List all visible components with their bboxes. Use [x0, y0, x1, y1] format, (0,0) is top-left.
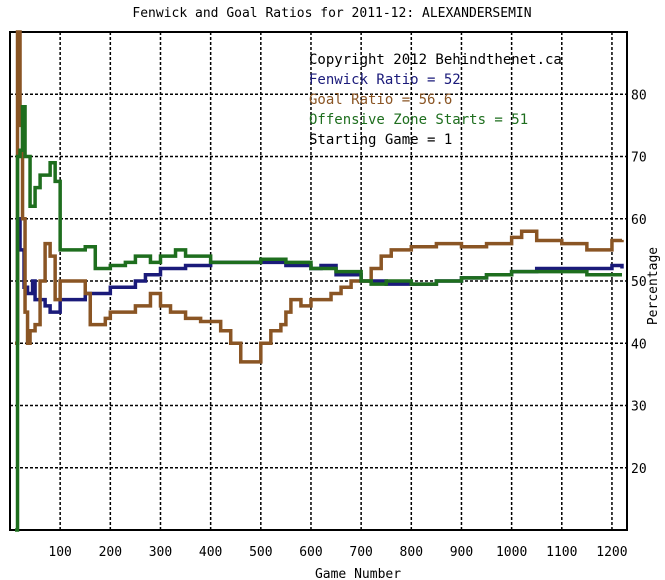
legend-entry: Copyright 2012 Behindthenet.ca — [309, 52, 562, 68]
legend-entry: Offensive Zone Starts = 51 — [309, 112, 528, 128]
legend: Copyright 2012 Behindthenet.ca Fenwick Ra… — [309, 52, 562, 148]
x-tick-label: 1100 — [546, 545, 577, 560]
x-tick-label: 100 — [48, 545, 71, 560]
x-tick-label: 300 — [149, 545, 172, 560]
x-tick-label: 700 — [349, 545, 372, 560]
x-tick-label: 200 — [99, 545, 122, 560]
x-axis-label: Game Number — [315, 567, 401, 580]
plot-frame — [9, 31, 628, 531]
x-axis-ticks: 100 200 300 400 500 600 700 800 900 1000 1100 1200 — [48, 545, 627, 560]
y-tick-label: 60 — [631, 213, 647, 228]
y-tick-label: 20 — [631, 462, 647, 477]
series-layer — [15, 30, 624, 532]
series-line-goal-ratio — [15, 30, 624, 364]
x-tick-label: 500 — [249, 545, 272, 560]
x-tick-label: 1000 — [496, 545, 527, 560]
legend-entry: Fenwick Ratio = 52 — [309, 72, 461, 88]
x-tick-label: 400 — [199, 545, 222, 560]
y-axis-label: Percentage — [646, 247, 661, 325]
y-tick-label: 30 — [631, 400, 647, 415]
y-tick-label: 80 — [631, 88, 647, 103]
x-tick-label: 900 — [450, 545, 473, 560]
x-tick-label: 600 — [299, 545, 322, 560]
series-line-offensive-zone-starts — [15, 104, 622, 532]
legend-entry: Goal Ratio = 56.6 — [309, 92, 452, 108]
legend-entry: Starting Game = 1 — [309, 132, 452, 148]
x-tick-label: 800 — [400, 545, 423, 560]
chart-title: Fenwick and Goal Ratios for 2011-12: ALE… — [132, 6, 531, 21]
y-tick-label: 40 — [631, 337, 647, 352]
x-tick-label: 1200 — [596, 545, 627, 560]
y-tick-label: 50 — [631, 275, 647, 290]
grid — [10, 32, 627, 530]
y-tick-label: 70 — [631, 151, 647, 166]
y-axis-ticks: 20 30 40 50 60 70 80 — [631, 88, 647, 477]
